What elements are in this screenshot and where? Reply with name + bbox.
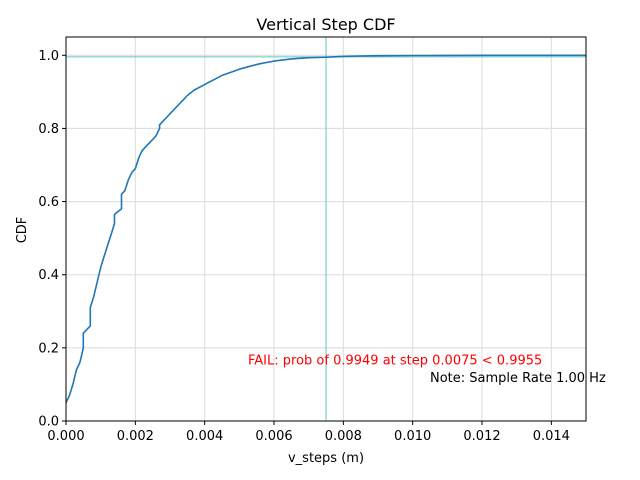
x-axis-label: v_steps (m) <box>288 451 364 466</box>
x-tick-label: 0.014 <box>533 429 570 444</box>
y-axis-label: CDF <box>15 217 30 244</box>
cdf-series-line <box>65 54 586 404</box>
y-tick-label: 1.0 <box>38 49 59 64</box>
x-tick-label: 0.012 <box>463 429 500 444</box>
x-tick-label: 0.000 <box>47 429 84 444</box>
x-tick-label: 0.004 <box>186 429 223 444</box>
y-tick-label: 0.4 <box>38 268 59 283</box>
x-tick-label: 0.002 <box>117 429 154 444</box>
y-tick-label: 0.8 <box>38 122 59 137</box>
annotations: FAIL: prob of 0.9949 at step 0.0075 < 0.… <box>248 353 606 386</box>
sample-rate-note: Note: Sample Rate 1.00 Hz <box>430 371 606 386</box>
x-tick-label: 0.006 <box>255 429 292 444</box>
y-axis-ticks: 0.0 0.2 0.4 0.6 0.8 1.0 <box>38 49 66 430</box>
x-axis-ticks: 0.000 0.002 0.004 0.006 0.008 0.010 0.012 0.014 <box>47 421 570 444</box>
chart-title: Vertical Step CDF <box>256 15 395 34</box>
x-tick-label: 0.008 <box>325 429 362 444</box>
plot-frame <box>65 36 587 422</box>
y-tick-label: 0.2 <box>38 341 59 356</box>
x-tick-label: 0.010 <box>394 429 431 444</box>
y-tick-label: 0.0 <box>38 415 59 430</box>
series-layer <box>65 54 586 404</box>
fail-annotation: FAIL: prob of 0.9949 at step 0.0075 < 0.… <box>248 353 542 368</box>
y-tick-label: 0.6 <box>38 195 59 210</box>
